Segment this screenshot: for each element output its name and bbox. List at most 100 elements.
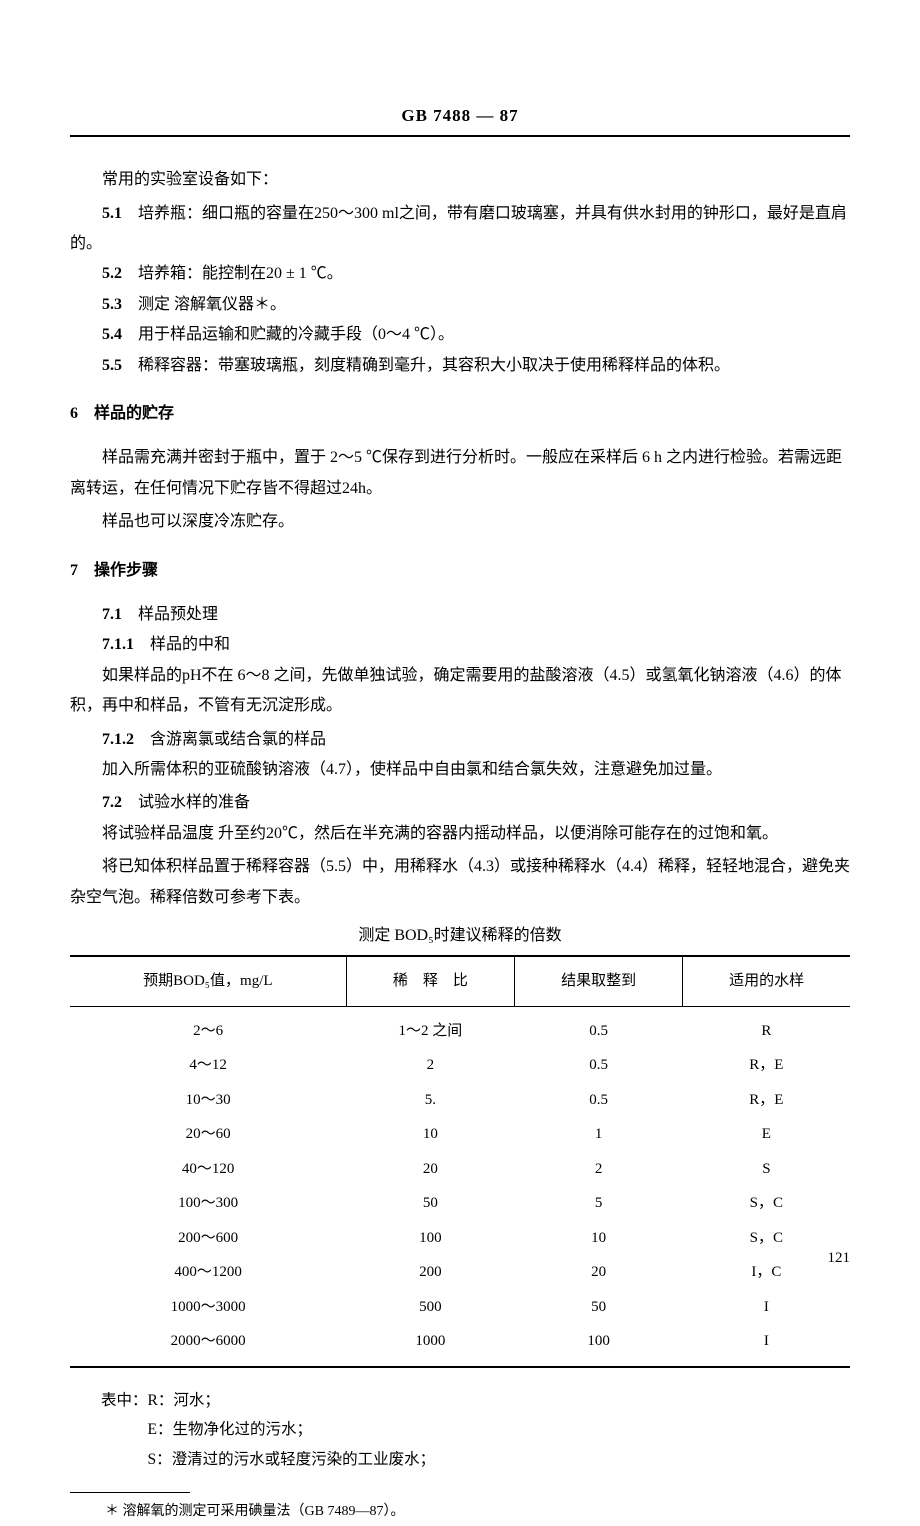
table-cell: 20	[514, 1255, 682, 1290]
item-7-1-1-text: 样品的中和	[150, 636, 230, 653]
table-cell: 4～12	[70, 1048, 346, 1083]
item-7-1-2-text: 含游离氯或结合氯的样品	[150, 731, 326, 748]
document-header: GB 7488 — 87	[70, 100, 850, 137]
legend-s: S：澄清过的污水或轻度污染的工业废水；	[148, 1445, 851, 1474]
item-5-1-text: 培养瓶：细口瓶的容量在250～300 ml之间，带有磨口玻璃塞，并具有供水封用的…	[70, 205, 847, 252]
table-title: 测定 BOD₅时建议稀释的倍数	[70, 921, 850, 951]
table-cell: R	[683, 1006, 850, 1048]
table-cell: S	[683, 1152, 850, 1187]
item-5-1: 5.1 培养瓶：细口瓶的容量在250～300 ml之间，带有磨口玻璃塞，并具有供…	[70, 199, 850, 260]
table-cell: 200	[346, 1255, 514, 1290]
item-5-5-text: 稀释容器：带塞玻璃瓶，刻度精确到毫升，其容积大小取决于使用稀释样品的体积。	[138, 357, 730, 374]
item-5-1-num: 5.1	[102, 205, 122, 222]
table-cell: 40～120	[70, 1152, 346, 1187]
table-cell: 100	[346, 1221, 514, 1256]
table-cell: 0.5	[514, 1083, 682, 1118]
table-cell: 200～600	[70, 1221, 346, 1256]
table-cell: S，C	[683, 1221, 850, 1256]
table-row: 100～300505S，C	[70, 1186, 850, 1221]
table-cell: 10	[514, 1221, 682, 1256]
item-7-1-1: 7.1.1 样品的中和	[70, 630, 850, 660]
table-cell: 1	[514, 1117, 682, 1152]
table-cell: I	[683, 1290, 850, 1325]
table-cell: 50	[514, 1290, 682, 1325]
section-6-p2: 样品也可以深度冷冻贮存。	[70, 507, 850, 537]
table-cell: 100～300	[70, 1186, 346, 1221]
table-cell: 400～1200	[70, 1255, 346, 1290]
table-row: 10～305.0.5R，E	[70, 1083, 850, 1118]
table-row: 4～1220.5R，E	[70, 1048, 850, 1083]
table-cell: 10	[346, 1117, 514, 1152]
table-cell: 1000～3000	[70, 1290, 346, 1325]
item-5-5: 5.5 稀释容器：带塞玻璃瓶，刻度精确到毫升，其容积大小取决于使用稀释样品的体积…	[70, 351, 850, 381]
item-7-1-num: 7.1	[102, 606, 122, 623]
section-6-p1: 样品需充满并密封于瓶中，置于 2～5 ℃保存到进行分析时。一般应在采样后 6 h…	[70, 443, 850, 504]
table-cell: E	[683, 1117, 850, 1152]
item-5-3: 5.3 测定 溶解氧仪器＊。	[70, 290, 850, 320]
table-cell: 5.	[346, 1083, 514, 1118]
table-cell: 50	[346, 1186, 514, 1221]
table-header-3: 适用的水样	[683, 956, 850, 1006]
footnote-text: ＊ 溶解氧的测定可采用碘量法（GB 7489—87）。	[105, 1499, 850, 1526]
table-row: 1000～300050050I	[70, 1290, 850, 1325]
table-row: 20～60101E	[70, 1117, 850, 1152]
item-7-1-2: 7.1.2 含游离氯或结合氯的样品	[70, 725, 850, 755]
item-5-4: 5.4 用于样品运输和贮藏的冷藏手段（0～4 ℃）。	[70, 320, 850, 350]
item-7-2-p2: 将已知体积样品置于稀释容器（5.5）中，用稀释水（4.3）或接种稀释水（4.4）…	[70, 852, 850, 913]
table-cell: 2000～6000	[70, 1324, 346, 1367]
table-cell: 10～30	[70, 1083, 346, 1118]
table-header-row: 预期BOD₅值，mg/L 稀 释 比 结果取整到 适用的水样	[70, 956, 850, 1006]
item-5-4-num: 5.4	[102, 326, 122, 343]
section-7-heading: 7 操作步骤	[70, 556, 850, 586]
table-cell: 20	[346, 1152, 514, 1187]
section-6-heading: 6 样品的贮存	[70, 399, 850, 429]
item-7-2-text: 试验水样的准备	[138, 794, 250, 811]
footnote-separator	[70, 1492, 190, 1493]
table-cell: 2～6	[70, 1006, 346, 1048]
item-5-2: 5.2 培养箱：能控制在20 ± 1 ℃。	[70, 259, 850, 289]
item-7-1-1-num: 7.1.1	[102, 636, 134, 653]
item-5-3-text: 测定 溶解氧仪器＊。	[138, 296, 286, 313]
item-7-1: 7.1 样品预处理	[70, 600, 850, 630]
table-cell: 1～2 之间	[346, 1006, 514, 1048]
legend-e: E：生物净化过的污水；	[148, 1415, 851, 1444]
item-7-2: 7.2 试验水样的准备	[70, 788, 850, 818]
table-cell: 2	[346, 1048, 514, 1083]
item-5-4-text: 用于样品运输和贮藏的冷藏手段（0～4 ℃）。	[138, 326, 454, 343]
table-header-2: 结果取整到	[514, 956, 682, 1006]
table-header-1: 稀 释 比	[346, 956, 514, 1006]
table-row: 2000～60001000100I	[70, 1324, 850, 1367]
table-cell: 500	[346, 1290, 514, 1325]
item-7-1-2-num: 7.1.2	[102, 731, 134, 748]
item-7-1-2-para: 加入所需体积的亚硫酸钠溶液（4.7），使样品中自由氯和结合氯失效，注意避免加过量…	[70, 755, 850, 785]
item-7-1-1-para: 如果样品的pH不在 6～8 之间，先做单独试验，确定需要用的盐酸溶液（4.5）或…	[70, 661, 850, 722]
table-cell: 20～60	[70, 1117, 346, 1152]
table-header-0: 预期BOD₅值，mg/L	[70, 956, 346, 1006]
table-row: 40～120202S	[70, 1152, 850, 1187]
table-cell: 0.5	[514, 1006, 682, 1048]
table-cell: 1000	[346, 1324, 514, 1367]
page-number: 121	[828, 1244, 851, 1273]
item-5-3-num: 5.3	[102, 296, 122, 313]
table-cell: R，E	[683, 1048, 850, 1083]
table-cell: 100	[514, 1324, 682, 1367]
table-cell: I，C	[683, 1255, 850, 1290]
table-row: 200～60010010S，C	[70, 1221, 850, 1256]
table-cell: R，E	[683, 1083, 850, 1118]
table-cell: 0.5	[514, 1048, 682, 1083]
item-5-2-text: 培养箱：能控制在20 ± 1 ℃。	[138, 265, 343, 282]
item-5-5-num: 5.5	[102, 357, 122, 374]
table-cell: S，C	[683, 1186, 850, 1221]
dilution-table: 预期BOD₅值，mg/L 稀 释 比 结果取整到 适用的水样 2～61～2 之间…	[70, 955, 850, 1368]
item-7-1-text: 样品预处理	[138, 606, 218, 623]
intro-text: 常用的实验室设备如下：	[70, 165, 850, 195]
item-7-2-num: 7.2	[102, 794, 122, 811]
legend-intro: 表中：R：河水；	[101, 1386, 850, 1415]
table-cell: 5	[514, 1186, 682, 1221]
table-cell: I	[683, 1324, 850, 1367]
table-row: 2～61～2 之间0.5R	[70, 1006, 850, 1048]
item-5-2-num: 5.2	[102, 265, 122, 282]
item-7-2-p1: 将试验样品温度 升至约20℃，然后在半充满的容器内摇动样品，以便消除可能存在的过…	[70, 819, 850, 849]
table-cell: 2	[514, 1152, 682, 1187]
table-row: 400～120020020I，C	[70, 1255, 850, 1290]
